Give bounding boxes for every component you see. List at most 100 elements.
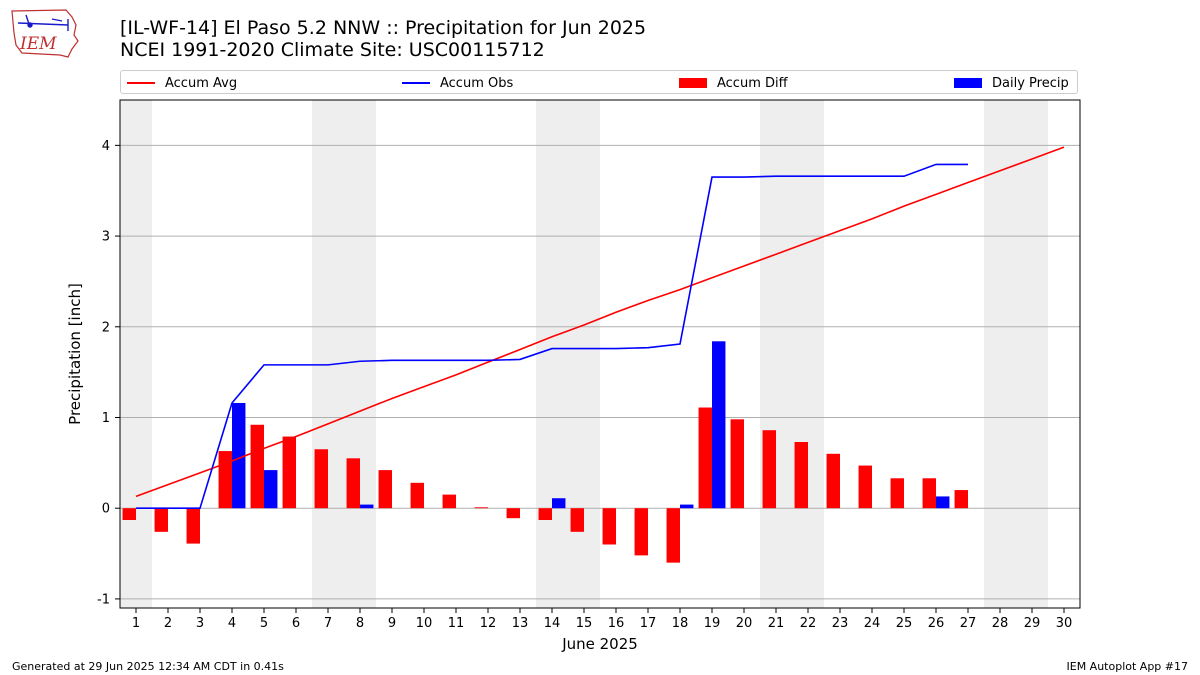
chart-title: [IL-WF-14] El Paso 5.2 NNW :: Precipitat…: [120, 17, 647, 39]
accum-diff-bar: [954, 490, 968, 509]
lines: [135, 146, 1065, 510]
accum-obs-line: [136, 163, 968, 510]
accum-diff-bar: [794, 441, 808, 509]
accum-diff-bar: [698, 407, 712, 509]
weekend-band: [536, 100, 600, 608]
x-tick-label: 19: [704, 616, 721, 631]
x-tick-label: 17: [640, 616, 657, 631]
y-tick-label: 3: [102, 230, 110, 245]
daily-precip-bar: [680, 504, 694, 509]
x-tick-label: 27: [960, 616, 977, 631]
x-tick-label: 25: [896, 616, 913, 631]
accum-diff-bar: [378, 470, 392, 509]
x-tick-label: 29: [1024, 616, 1041, 631]
accum-diff-bar: [218, 451, 232, 509]
legend-label-accum-obs: Accum Obs: [440, 75, 514, 91]
x-tick-label: 28: [992, 616, 1009, 631]
accum-diff-bar: [250, 424, 264, 509]
daily-precip-bar: [360, 504, 374, 509]
x-tick-label: 11: [448, 616, 465, 631]
accum-diff-bar: [570, 508, 584, 532]
accum-diff-bar: [282, 436, 296, 509]
x-tick-label: 30: [1056, 616, 1073, 631]
gridlines: [120, 144, 1080, 600]
accum-diff-bar: [410, 482, 424, 509]
weekend-band: [120, 100, 152, 608]
chart-subtitle: NCEI 1991-2020 Climate Site: USC00115712: [120, 39, 545, 61]
accum-diff-bar: [634, 508, 648, 556]
x-tick-label: 22: [800, 616, 817, 631]
chart-legend: Accum Avg Accum Obs Accum Diff Daily Pre…: [120, 70, 1078, 94]
accum-diff-bar: [474, 507, 488, 509]
weekend-band: [312, 100, 376, 608]
accum-diff-bar: [442, 494, 456, 509]
x-tick-label: 24: [864, 616, 881, 631]
daily-precip-bar: [936, 496, 950, 509]
y-tick-label: 4: [102, 139, 110, 154]
weekend-shading: [120, 100, 1048, 608]
accum-diff-bar: [506, 508, 520, 519]
y-tick-label: 1: [102, 411, 110, 426]
accum-diff-bar: [538, 508, 552, 521]
x-tick-label: 14: [544, 616, 561, 631]
x-tick-label: 13: [512, 616, 529, 631]
accum-diff-bar: [186, 508, 200, 544]
iem-logo: IEM: [11, 9, 79, 58]
weekend-band: [984, 100, 1048, 608]
daily-precip-bar: [712, 341, 726, 509]
legend-swatch-accum-obs: [402, 82, 430, 84]
daily-precip-bar: [232, 402, 246, 509]
accum-avg-line: [135, 146, 1065, 498]
accum-diff-bar: [858, 465, 872, 509]
accum-diff-bar: [890, 478, 904, 509]
legend-label-accum-avg: Accum Avg: [165, 75, 238, 91]
footer-app-note: IEM Autoplot App #17: [1066, 660, 1189, 673]
y-axis-label: Precipitation [inch]: [66, 283, 84, 425]
accum-diff-bar: [826, 453, 840, 509]
x-tick-label: 12: [480, 616, 497, 631]
legend-label-accum-diff: Accum Diff: [717, 75, 788, 91]
legend-label-daily-precip: Daily Precip: [992, 75, 1069, 91]
footer-generated-note: Generated at 29 Jun 2025 12:34 AM CDT in…: [12, 660, 284, 673]
legend-swatch-daily-precip: [954, 78, 982, 88]
weekend-band: [760, 100, 824, 608]
x-axis: 1 2 3 4 5 6 7 8 9 10 11 12 13 14 15 16 17 18 19 20 21 22 23 24 2…: [132, 608, 1072, 631]
accum-diff-bar: [666, 508, 680, 563]
accum-diff-bar: [314, 449, 328, 509]
x-tick-label: 6: [292, 616, 300, 631]
x-tick-label: 16: [608, 616, 625, 631]
x-tick-label: 7: [324, 616, 332, 631]
x-tick-label: 26: [928, 616, 945, 631]
accum-diff-bar: [154, 508, 168, 532]
y-tick-label: 2: [102, 320, 110, 335]
weather-station-icon: [17, 14, 69, 31]
legend-swatch-accum-diff: [679, 78, 707, 88]
legend-item-accum-obs: Accum Obs: [402, 74, 513, 92]
y-tick-label: -1: [97, 592, 110, 607]
legend-item-daily-precip: Daily Precip: [954, 74, 1069, 92]
x-tick-label: 8: [356, 616, 364, 631]
x-tick-label: 21: [768, 616, 785, 631]
x-tick-label: 18: [672, 616, 689, 631]
x-tick-label: 20: [736, 616, 753, 631]
legend-item-accum-avg: Accum Avg: [127, 74, 237, 92]
x-axis-label: June 2025: [561, 635, 638, 653]
x-tick-label: 9: [388, 616, 396, 631]
daily-precip-bar: [552, 498, 566, 509]
accum-diff-bar: [122, 508, 136, 521]
accum-diff-bar: [922, 478, 936, 509]
x-tick-label: 5: [260, 616, 268, 631]
y-tick-label: 0: [102, 502, 110, 517]
daily-precip-bar: [264, 470, 278, 509]
logo-text: IEM: [19, 34, 57, 54]
accum-diff-bar: [602, 508, 616, 545]
legend-item-accum-diff: Accum Diff: [679, 74, 788, 92]
x-tick-label: 15: [576, 616, 593, 631]
x-tick-label: 4: [228, 616, 236, 631]
x-tick-label: 3: [196, 616, 204, 631]
accum-diff-bar: [762, 430, 776, 509]
legend-swatch-accum-avg: [127, 82, 155, 84]
iowa-state-outline-icon: [11, 9, 79, 58]
plot-frame: [119, 99, 1081, 609]
